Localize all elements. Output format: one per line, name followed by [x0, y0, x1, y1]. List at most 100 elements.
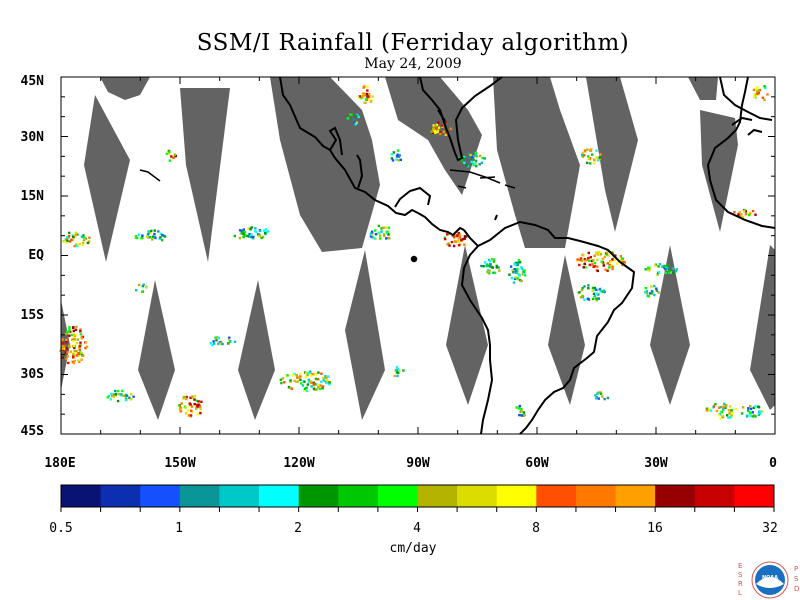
rain-cell — [514, 263, 517, 266]
rain-cell — [492, 258, 495, 261]
rain-cell — [516, 261, 520, 264]
colorbar-swatch — [338, 485, 379, 507]
rain-cell — [483, 157, 486, 160]
rain-cell — [65, 340, 68, 344]
rain-cell — [514, 271, 518, 274]
rain-cell — [73, 244, 76, 248]
rain-cell — [325, 381, 328, 385]
rain-cell — [606, 251, 609, 254]
rain-cell — [478, 163, 481, 166]
rain-cell — [75, 349, 78, 353]
logo-letter: E — [738, 562, 742, 570]
colorbar-swatch — [417, 485, 458, 507]
rain-cell — [440, 124, 444, 127]
rain-cell — [109, 398, 112, 401]
rain-cell — [387, 226, 391, 229]
rain-cell — [373, 237, 376, 240]
rain-cell — [599, 391, 602, 394]
rain-cell — [84, 346, 87, 350]
rain-cell — [600, 260, 603, 263]
rain-cell — [310, 374, 313, 377]
colorbar-swatch — [615, 485, 656, 507]
rain-cell — [596, 265, 599, 268]
rain-cell — [657, 265, 660, 268]
rain-cell — [650, 292, 654, 295]
rain-cell — [161, 238, 164, 242]
rain-cell — [153, 235, 156, 239]
rain-cell — [307, 380, 310, 384]
rain-cell — [79, 343, 82, 347]
rain-cell — [299, 375, 302, 378]
rain-cell — [474, 151, 478, 155]
rain-cell — [180, 402, 183, 405]
rain-cell — [470, 160, 473, 164]
rain-cell — [514, 276, 517, 279]
rain-cell — [376, 232, 379, 235]
rain-cell — [350, 113, 353, 117]
rain-cell — [312, 383, 315, 386]
rain-cell — [319, 384, 322, 387]
rain-cell — [86, 241, 90, 245]
rain-cell — [442, 130, 445, 133]
rain-cell — [80, 235, 84, 238]
rain-cell — [657, 271, 661, 274]
rain-cell — [398, 369, 401, 372]
rain-cell — [280, 381, 283, 385]
rain-cell — [601, 395, 604, 398]
rain-cell — [363, 101, 366, 104]
rain-cell — [475, 162, 478, 166]
lon-label-150w: 150W — [164, 456, 196, 471]
colorbar-swatch — [298, 485, 339, 507]
rain-cell — [61, 338, 64, 341]
rain-cell — [293, 372, 296, 376]
rain-cell — [664, 271, 668, 275]
lat-label-15n: 15N — [20, 189, 44, 204]
rain-cell — [264, 228, 268, 231]
rain-cell — [112, 395, 115, 398]
rain-cell — [305, 386, 308, 389]
rain-cell — [592, 297, 595, 301]
rain-cell — [512, 271, 515, 274]
rain-cell — [242, 232, 245, 235]
rain-cell — [756, 92, 759, 95]
rain-cell — [287, 386, 291, 389]
rain-cell — [61, 356, 64, 359]
rain-cell — [480, 264, 483, 268]
colorbar-label: 2 — [294, 521, 302, 536]
rain-cell — [76, 242, 80, 246]
rain-cell — [209, 342, 213, 345]
rain-cell — [610, 260, 613, 264]
rain-cell — [147, 230, 150, 233]
rain-cell — [390, 157, 394, 160]
rain-cell — [167, 152, 171, 155]
rain-cell — [668, 271, 671, 275]
rain-cell — [523, 274, 527, 277]
rain-cell — [82, 234, 85, 237]
rain-cell — [508, 273, 511, 276]
rain-cell — [595, 156, 598, 159]
rain-cell — [70, 333, 74, 337]
rain-cell — [439, 132, 442, 136]
rain-cell — [66, 330, 69, 333]
rain-cell — [199, 407, 202, 411]
rain-cell — [516, 269, 519, 273]
rain-cell — [583, 285, 586, 288]
rain-cell — [430, 130, 433, 133]
rain-cell — [591, 263, 594, 266]
rain-cell — [233, 340, 237, 343]
rain-cell — [516, 263, 519, 267]
rain-cell — [663, 266, 666, 269]
rain-cell — [240, 232, 243, 235]
colorbar-label: 32 — [762, 521, 778, 536]
rain-cell — [488, 259, 492, 263]
rain-cell — [81, 354, 85, 358]
rain-cell — [578, 291, 581, 294]
rain-cell — [371, 95, 374, 98]
rain-cell — [178, 407, 182, 411]
rain-cell — [163, 234, 166, 238]
rain-cell — [655, 287, 658, 290]
rain-cell — [392, 151, 396, 154]
no-data-swaths — [61, 77, 775, 420]
rain-cell — [457, 231, 460, 235]
caribbean-islands — [139, 169, 516, 263]
